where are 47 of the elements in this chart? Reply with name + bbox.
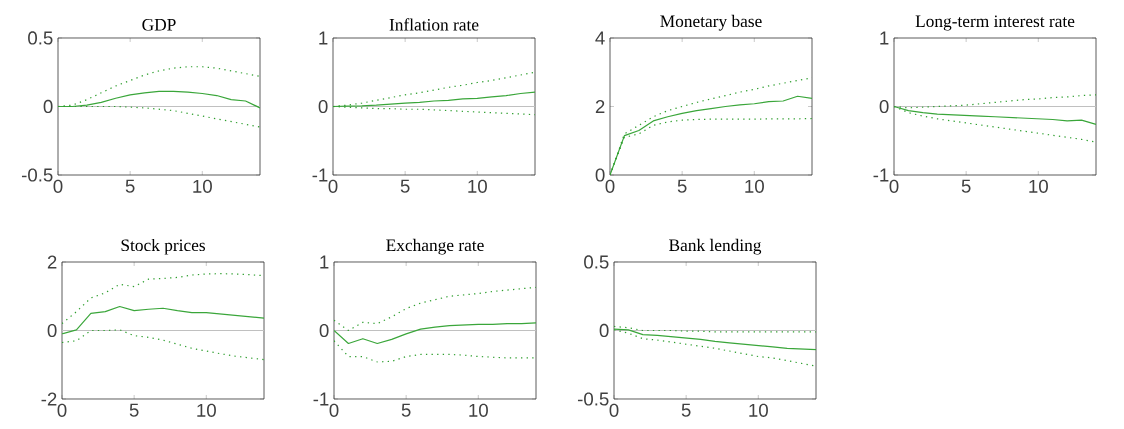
chart-title: Stock prices: [121, 238, 205, 255]
y-tick-label: 0: [319, 323, 329, 338]
x-tick-label: 0: [889, 179, 899, 193]
x-tick-label: 0: [329, 403, 339, 417]
x-tick-label: 5: [681, 403, 691, 417]
chart-title: Long-term interest rate: [915, 15, 1075, 31]
chart-title: Monetary base: [660, 14, 762, 31]
y-tick-label: 0: [318, 99, 328, 114]
y-tick-label: -0.5: [21, 168, 53, 182]
x-tick-label: 5: [961, 179, 971, 193]
y-tick-label: 0: [599, 323, 609, 338]
y-tick-label: 0: [879, 99, 889, 114]
x-tick-label: 10: [745, 179, 764, 193]
x-tick-label: 10: [468, 179, 487, 193]
x-tick-label: 0: [609, 403, 619, 417]
chart-title: Exchange rate: [386, 238, 484, 255]
x-tick-label: 10: [197, 403, 216, 417]
x-tick-label: 10: [749, 403, 768, 417]
chart-title: Bank lending: [669, 238, 762, 255]
y-tick-label: -1: [313, 392, 329, 406]
x-tick-label: 5: [677, 179, 687, 193]
x-tick-label: 5: [400, 179, 410, 193]
y-tick-label: 0: [43, 99, 53, 114]
y-tick-label: 0: [595, 168, 605, 182]
chart-title: GDP: [142, 18, 176, 31]
x-tick-label: 5: [129, 403, 139, 417]
y-tick-label: -0.5: [577, 392, 609, 406]
x-tick-label: 5: [125, 179, 135, 193]
y-tick-label: 1: [319, 31, 328, 45]
y-tick-label: -1: [312, 168, 328, 182]
y-tick-label: -1: [873, 168, 889, 182]
x-tick-label: 10: [469, 403, 488, 417]
y-tick-label: 0.5: [584, 255, 609, 269]
y-tick-label: 0: [47, 323, 57, 338]
y-tick-label: 1: [880, 31, 889, 45]
y-tick-label: -2: [41, 392, 57, 406]
x-tick-label: 5: [401, 403, 411, 417]
y-tick-label: 2: [47, 255, 57, 269]
x-tick-label: 10: [193, 179, 212, 193]
y-tick-label: 1: [320, 255, 329, 269]
x-tick-label: 0: [57, 403, 67, 417]
y-tick-label: 0.5: [28, 31, 53, 45]
x-tick-label: 10: [1029, 179, 1048, 193]
y-tick-label: 2: [595, 99, 605, 114]
y-tick-label: 4: [595, 31, 605, 45]
chart-title: Inflation rate: [389, 18, 479, 31]
x-tick-label: 0: [328, 179, 338, 193]
